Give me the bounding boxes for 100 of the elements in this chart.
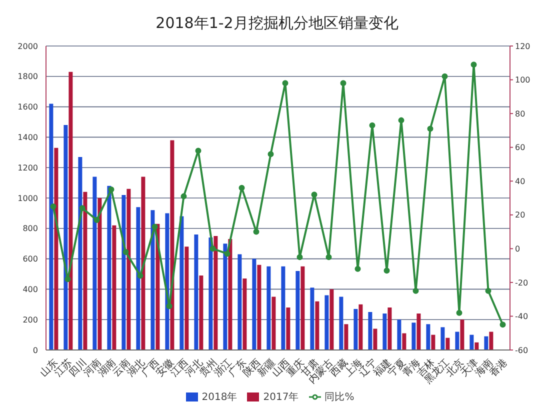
bar [112,225,116,350]
y-tick-label: 600 [22,254,38,264]
bar [208,238,213,350]
bar [170,140,174,350]
bar [92,176,97,350]
bar [228,239,232,350]
bar [446,338,450,350]
chart-title: 2018年1-2月挖掘机分地区销量变化 [154,13,400,34]
y-tick-label: 1000 [18,194,38,203]
bar [286,307,290,350]
bar [107,186,112,350]
point [152,224,158,230]
bar [426,324,430,350]
bar [150,210,155,350]
bar [402,333,406,350]
y-tick-label: 1600 [18,102,38,112]
point [398,117,404,124]
bar [136,207,140,350]
y2-tick-label: 80 [515,109,526,118]
point [442,73,448,80]
y2-tick-label: 100 [515,76,530,85]
point [224,250,230,257]
legend-label: 2017年 [263,392,299,403]
point [485,288,492,294]
point [94,216,100,223]
bar [358,304,363,350]
y2-tick-label: -20 [515,278,528,288]
point [456,310,462,316]
point [253,228,260,235]
bar [354,308,358,350]
bar [416,314,421,350]
bar [266,266,271,350]
point [354,266,361,272]
bar [470,334,474,350]
bar [83,192,88,350]
bar [388,307,392,350]
y2-tick-label: 60 [515,143,526,152]
bar [315,301,320,350]
point [79,205,86,212]
point [122,249,129,256]
bar [344,324,348,350]
y2-tick-label: 20 [515,210,526,220]
bar [54,148,58,350]
bar [296,270,300,350]
y2-tick-label: 40 [515,176,526,186]
bar [412,322,416,350]
bar [397,320,402,350]
bar [238,254,242,350]
bar [223,244,228,350]
point [180,193,187,200]
bar [122,194,126,350]
y-tick-label: 1400 [18,133,38,142]
y-tick-label: 400 [22,285,38,294]
bar [324,295,329,350]
bar [184,246,189,350]
bar [64,125,68,350]
bar [330,289,334,350]
bar [199,276,204,350]
bar [281,266,286,350]
point [369,122,376,128]
point [384,268,390,274]
bar [339,296,344,350]
bar [242,278,247,350]
bar [180,216,184,350]
bar [373,328,378,350]
point [500,322,506,328]
bar [49,104,54,350]
bar [300,266,305,350]
point [238,184,245,191]
point [427,126,434,132]
y-tick-label: 800 [22,224,38,234]
bar [484,336,488,350]
y-tick-label: 200 [22,315,38,324]
point [282,80,288,86]
point [412,288,419,294]
bar [455,332,460,350]
bar [431,334,436,350]
point [470,62,477,68]
bar [194,234,198,350]
point [296,254,303,260]
y2-tick-label: -60 [515,346,528,355]
y2-tick-label: 0 [515,244,520,254]
bar [368,312,372,350]
point [311,192,318,198]
point [166,303,172,310]
bar [126,188,131,350]
point [137,272,144,279]
point [326,254,332,260]
point [50,203,56,210]
y-tick-label: 2000 [18,42,38,51]
point [268,151,274,158]
legend-label: 同比% [324,392,354,403]
bar [257,264,262,350]
bar [272,296,276,350]
y2-tick-label: 120 [515,42,530,51]
bar [98,198,102,350]
bar [141,176,146,350]
y2-tick-label: -40 [515,312,528,322]
bar [460,320,464,350]
point [195,148,202,154]
